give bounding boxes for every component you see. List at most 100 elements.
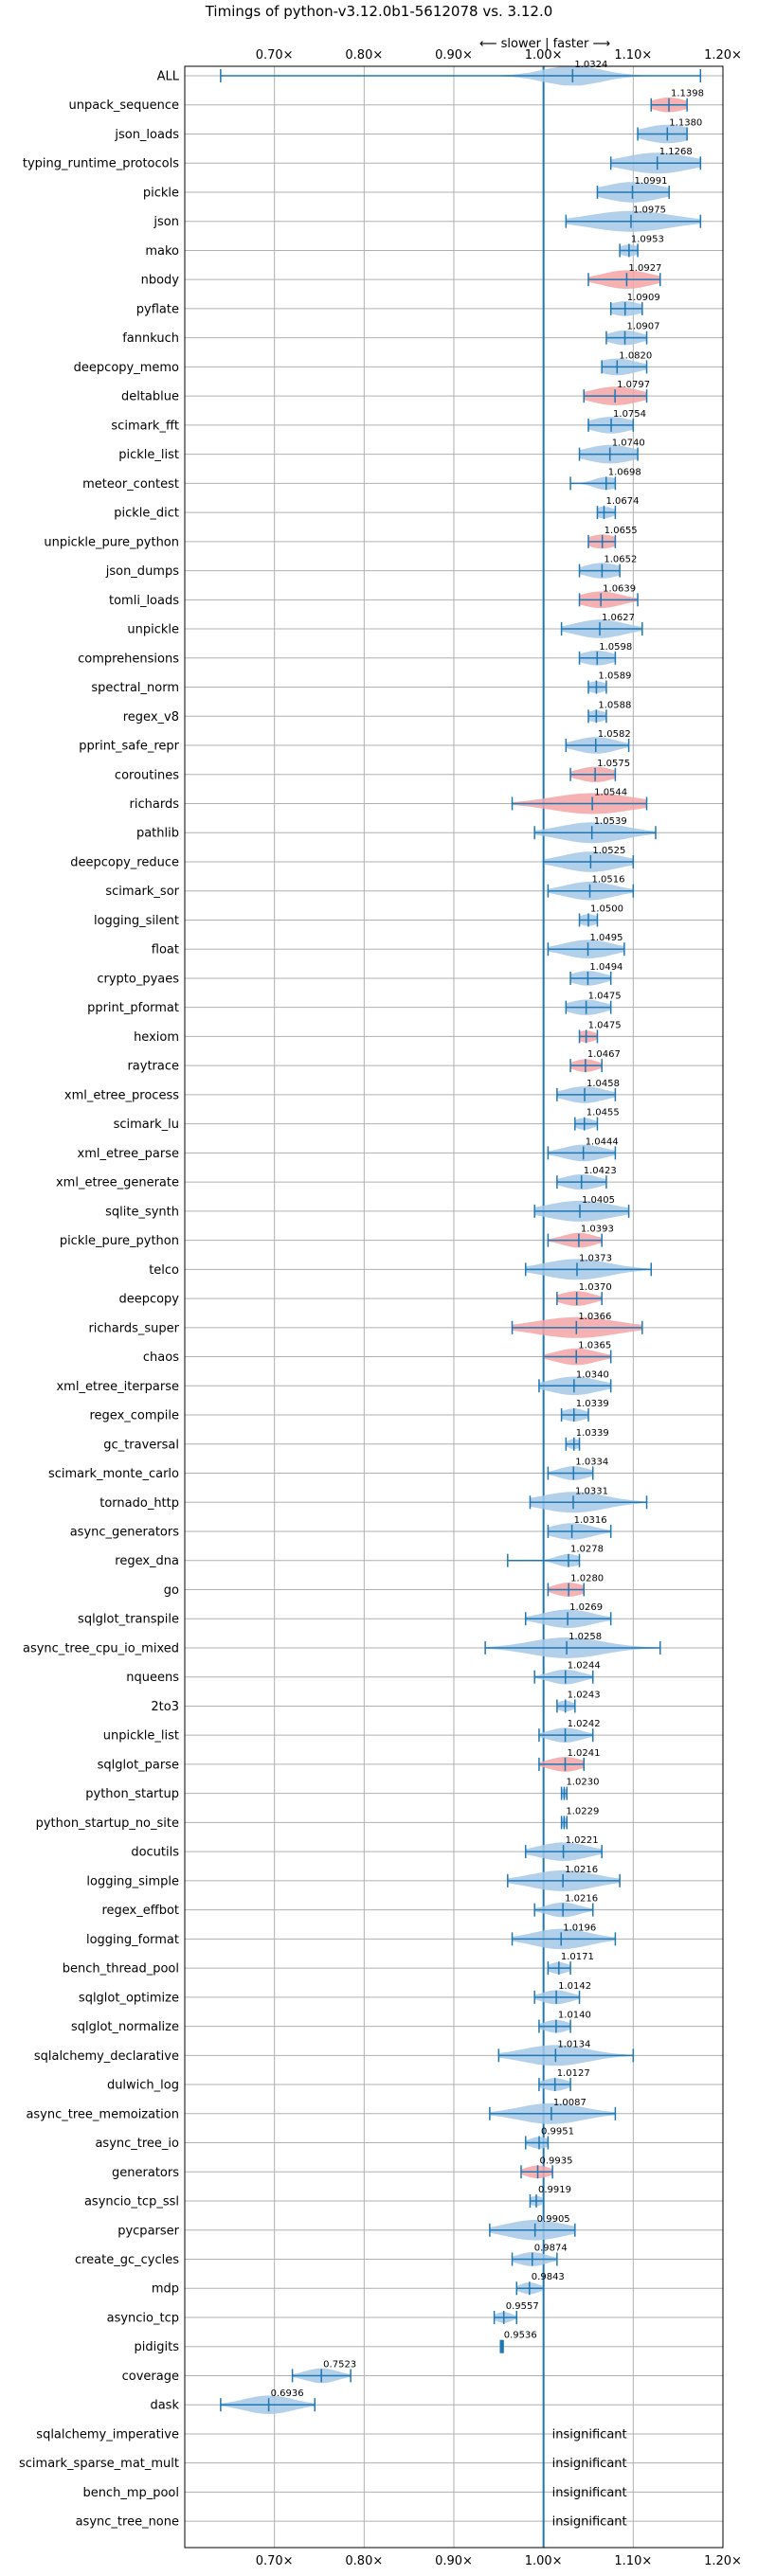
benchmark-name: coverage — [122, 2370, 179, 2384]
benchmark-name: sqlite_synth — [105, 1205, 179, 1219]
benchmark-name: sqlglot_transpile — [78, 1613, 179, 1627]
x-tick-label-bottom: 1.10× — [614, 2554, 652, 2568]
benchmark-name: xml_etree_parse — [78, 1147, 179, 1161]
benchmark-name: scimark_lu — [114, 1118, 179, 1132]
mean-value-label: 1.0393 — [581, 1225, 614, 1235]
benchmark-name: bench_mp_pool — [82, 2486, 179, 2500]
x-tick-label-top: 1.10× — [614, 48, 652, 63]
benchmark-name: pyflate — [136, 302, 179, 316]
mean-value-label: 1.0754 — [613, 409, 646, 420]
x-tick-label-top: 0.90× — [435, 48, 473, 63]
mean-value-label: 1.0907 — [627, 322, 660, 332]
mean-value-label: 1.0244 — [568, 1661, 601, 1672]
chart-title: Timings of python-v3.12.0b1-5612078 vs. … — [205, 3, 553, 20]
mean-value-label: 1.0500 — [590, 903, 623, 914]
benchmark-name: regex_compile — [89, 1409, 179, 1423]
mean-value-label: 1.0241 — [567, 1748, 600, 1759]
benchmark-name: pickle_list — [118, 448, 179, 462]
benchmark-name: ALL — [157, 70, 180, 84]
mean-value-label: 1.0652 — [604, 555, 637, 565]
benchmark-name: asyncio_tcp_ssl — [84, 2195, 179, 2209]
plot-frame — [184, 65, 724, 2549]
mean-value-label: 1.0269 — [569, 1602, 603, 1613]
mean-value-label: 1.1380 — [669, 117, 702, 128]
benchmark-name: bench_thread_pool — [63, 1962, 179, 1977]
mean-value-label: 1.0216 — [565, 1894, 598, 1905]
mean-value-label: 1.0975 — [633, 206, 666, 216]
benchmark-name: pickle_pure_python — [60, 1234, 179, 1248]
benchmark-name: unpack_sequence — [68, 98, 179, 113]
benchmark-name: json — [153, 215, 179, 229]
insignificant-label: insignificant — [552, 2515, 627, 2530]
benchmark-name: richards — [130, 797, 180, 812]
benchmark-name: async_tree_io — [95, 2137, 179, 2151]
mean-value-label: 1.0582 — [598, 729, 631, 740]
mean-value-label: 1.0216 — [565, 1865, 598, 1875]
mean-value-label: 1.0655 — [605, 526, 638, 536]
mean-value-label: 0.6936 — [271, 2388, 304, 2399]
benchmark-name: typing_runtime_protocols — [23, 157, 179, 171]
benchmark-name: deepcopy_memo — [74, 361, 179, 375]
mean-value-label: 1.0475 — [588, 1020, 622, 1030]
x-tick-label-top: 1.20× — [704, 48, 742, 63]
benchmark-name: coroutines — [115, 768, 179, 782]
mean-value-label: 1.0494 — [589, 962, 623, 973]
mean-value-label: 1.0242 — [568, 1719, 601, 1729]
benchmark-name: logging_simple — [86, 1874, 179, 1888]
benchmark-name: sqlalchemy_declarative — [34, 2049, 179, 2064]
benchmark-name: regex_dna — [115, 1554, 179, 1568]
mean-value-label: 1.0525 — [592, 846, 625, 856]
x-tick-label-bottom: 0.70× — [256, 2554, 294, 2568]
benchmark-name: docutils — [131, 1846, 179, 1860]
benchmark-name: scimark_fft — [111, 419, 179, 433]
mean-value-label: 1.0740 — [612, 438, 645, 449]
mean-value-label: 1.1398 — [671, 89, 704, 99]
mean-value-label: 1.0953 — [631, 234, 664, 244]
mean-value-label: 1.0278 — [570, 1545, 604, 1555]
benchmark-name: pycparser — [117, 2224, 179, 2238]
benchmark-name: crypto_pyaes — [97, 972, 179, 986]
mean-value-label: 1.0366 — [578, 1312, 611, 1322]
benchmark-name: gc_traversal — [103, 1438, 179, 1452]
benchmark-name: xml_etree_process — [64, 1088, 179, 1102]
benchmark-name: go — [164, 1583, 179, 1598]
violin-body — [220, 65, 701, 86]
x-tick-label-top: 1.00× — [525, 48, 563, 63]
benchmark-name: scimark_monte_carlo — [48, 1467, 179, 1481]
benchmark-name: unpickle — [127, 623, 179, 637]
benchmark-name: deepcopy — [118, 1293, 179, 1307]
benchmark-name: spectral_norm — [91, 681, 179, 695]
benchmark-name: nbody — [141, 274, 180, 288]
mean-value-label: 1.0127 — [557, 2068, 590, 2079]
mean-value-label: 1.0698 — [608, 467, 641, 477]
benchmark-name: async_tree_none — [76, 2515, 179, 2530]
benchmark-name: regex_v8 — [123, 710, 179, 724]
mean-value-label: 1.0134 — [557, 2039, 590, 2049]
mean-value-label: 1.0370 — [579, 1282, 612, 1293]
benchmark-name: python_startup_no_site — [36, 1816, 179, 1831]
benchmark-name: nqueens — [126, 1671, 179, 1685]
mean-value-label: 0.9557 — [506, 2301, 539, 2312]
benchmark-name: xml_etree_iterparse — [56, 1380, 179, 1394]
mean-value-label: 1.0324 — [574, 60, 607, 70]
mean-value-label: 1.0365 — [578, 1341, 611, 1351]
benchmark-name: sqlglot_optimize — [79, 1991, 179, 2005]
mean-value-label: 1.0221 — [566, 1835, 599, 1846]
mean-value-label: 1.0229 — [566, 1806, 599, 1816]
mean-value-label: 0.9919 — [538, 2185, 571, 2195]
mean-value-label: 1.0516 — [592, 875, 625, 886]
benchmark-name: mdp — [152, 2282, 179, 2297]
violin-layer — [220, 65, 702, 2548]
mean-value-label: 1.0405 — [582, 1195, 615, 1206]
benchmark-name: generators — [112, 2166, 179, 2180]
mean-value-label: 0.9874 — [534, 2244, 568, 2254]
mean-value-label: 1.0495 — [590, 933, 623, 943]
benchmark-name: comprehensions — [78, 652, 179, 666]
benchmark-name: hexiom — [134, 1030, 179, 1045]
mean-value-label: 1.0927 — [628, 263, 661, 274]
mean-value-label: 1.0339 — [576, 1399, 609, 1409]
benchmark-name: pprint_safe_repr — [79, 740, 179, 754]
benchmark-name: pathlib — [136, 827, 179, 841]
benchmark-name: raytrace — [127, 1060, 179, 1074]
mean-value-label: 1.0423 — [584, 1166, 617, 1176]
